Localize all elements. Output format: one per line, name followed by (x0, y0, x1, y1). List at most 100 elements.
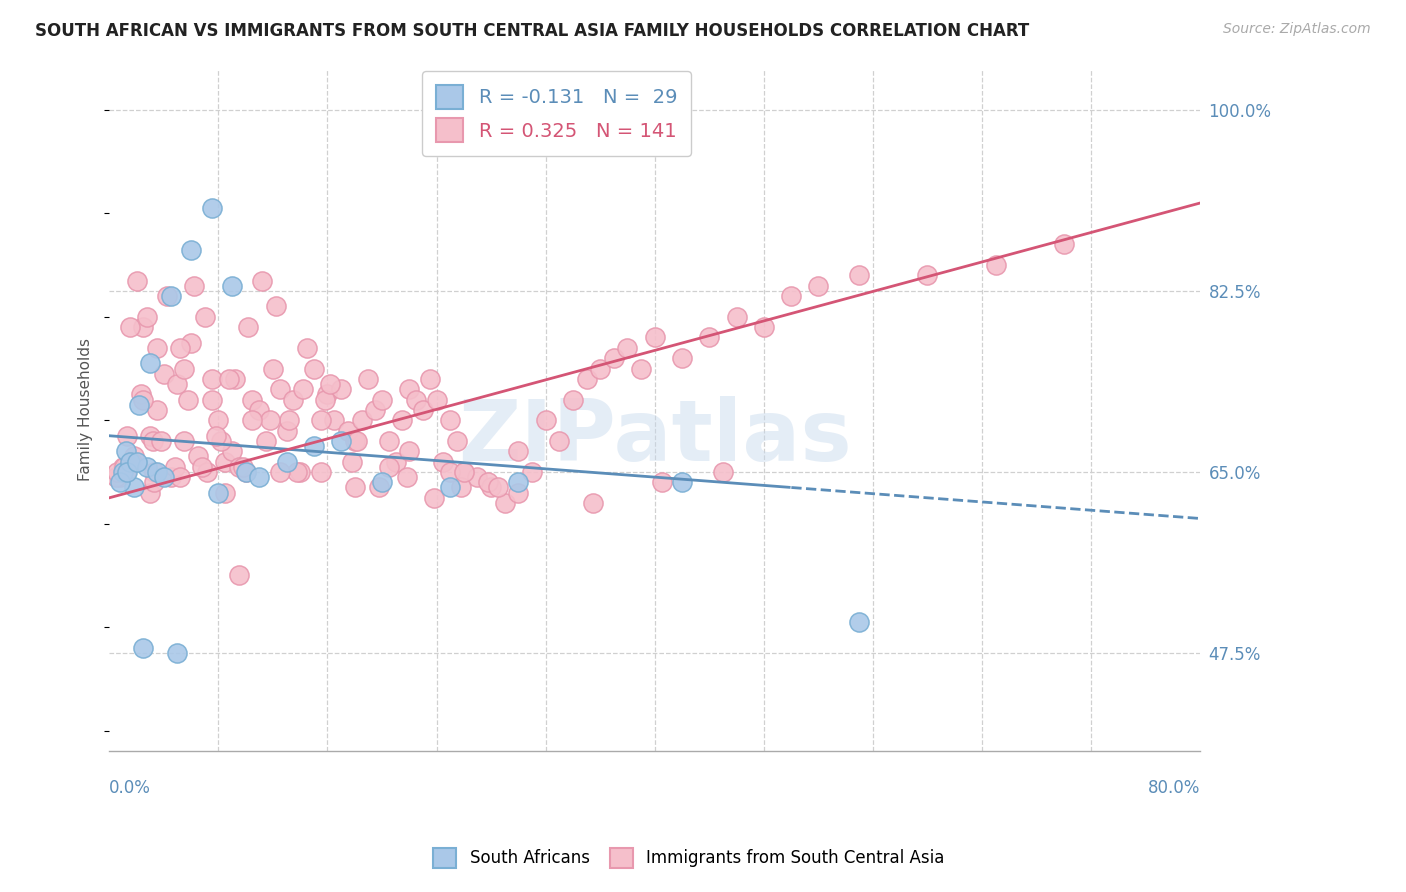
Point (139, 429, 162, 443)
Point (122, 480, 145, 494)
Point (143, 465, 166, 479)
Point (194, 310, 217, 324)
Point (419, 372, 441, 386)
Point (159, 470, 181, 484)
Point (125, 274, 148, 288)
Point (114, 444, 136, 458)
Point (214, 485, 236, 500)
Point (254, 434, 277, 448)
Point (295, 341, 318, 355)
Point (228, 459, 250, 474)
Point (561, 392, 583, 407)
Point (395, 470, 418, 484)
Point (283, 392, 305, 407)
Point (132, 392, 155, 407)
Point (129, 387, 152, 401)
Point (357, 372, 380, 386)
Point (477, 475, 499, 490)
Point (323, 413, 346, 427)
Point (115, 465, 138, 479)
Point (302, 361, 325, 376)
Point (378, 434, 401, 448)
Point (548, 434, 571, 448)
Point (111, 459, 134, 474)
Point (125, 454, 148, 468)
Point (269, 465, 291, 479)
Point (319, 377, 342, 392)
Point (278, 413, 301, 427)
Point (143, 475, 166, 490)
Point (228, 568, 250, 582)
Point (262, 361, 284, 376)
Point (118, 454, 141, 468)
Point (486, 480, 509, 494)
Point (984, 258, 1007, 272)
Point (752, 320, 775, 334)
Point (439, 465, 461, 479)
Point (152, 367, 174, 381)
Point (128, 398, 150, 412)
Point (508, 475, 530, 490)
Point (446, 434, 468, 448)
Point (412, 403, 434, 417)
Point (917, 268, 939, 283)
Point (238, 320, 260, 334)
Point (364, 403, 387, 417)
Point (139, 356, 162, 370)
Point (711, 465, 734, 479)
Point (494, 496, 516, 510)
Point (159, 289, 181, 303)
Point (166, 377, 188, 392)
Point (118, 320, 141, 334)
Point (520, 465, 543, 479)
Point (232, 459, 254, 474)
Point (221, 278, 243, 293)
Point (398, 444, 420, 458)
Point (350, 413, 373, 427)
Point (209, 434, 232, 448)
Point (616, 341, 638, 355)
Point (316, 387, 339, 401)
Point (200, 201, 222, 215)
Point (169, 341, 191, 355)
Point (589, 361, 612, 376)
Point (725, 310, 748, 324)
Point (432, 454, 454, 468)
Point (346, 434, 368, 448)
Point (343, 434, 366, 448)
Point (330, 434, 353, 448)
Point (169, 470, 191, 484)
Point (378, 459, 401, 474)
Point (235, 465, 257, 479)
Point (288, 465, 311, 479)
Point (671, 475, 693, 490)
Point (259, 413, 281, 427)
Point (398, 382, 420, 396)
Point (146, 341, 169, 355)
Point (173, 361, 195, 376)
Point (291, 382, 314, 396)
Point (152, 470, 174, 484)
Point (644, 330, 666, 344)
Point (371, 475, 394, 490)
Point (630, 361, 652, 376)
Point (423, 491, 446, 505)
Point (180, 335, 202, 350)
Point (242, 413, 264, 427)
Point (302, 439, 325, 453)
Point (314, 392, 336, 407)
Point (425, 392, 447, 407)
Point (340, 454, 363, 468)
Point (177, 392, 200, 407)
Point (207, 413, 229, 427)
Point (276, 454, 298, 468)
Point (224, 372, 246, 386)
Point (132, 640, 155, 655)
Point (343, 480, 366, 494)
Point (187, 450, 209, 464)
Legend: South Africans, Immigrants from South Central Asia: South Africans, Immigrants from South Ce… (426, 841, 952, 875)
Y-axis label: Family Households: Family Households (79, 338, 93, 482)
Point (114, 465, 136, 479)
Point (650, 475, 672, 490)
Point (848, 268, 870, 283)
